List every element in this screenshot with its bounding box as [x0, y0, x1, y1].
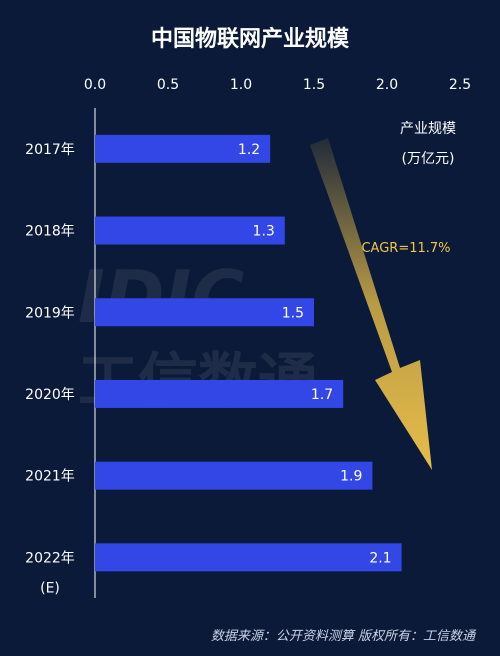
chart-title: 中国物联网产业规模	[151, 26, 350, 52]
x-tick-label: 1.5	[303, 77, 325, 93]
unit-label-line1: 产业规模	[400, 121, 456, 137]
category-label: 2021年	[25, 469, 75, 485]
category-label: 2022年(E)	[25, 550, 75, 596]
category-label: 2020年	[25, 387, 75, 403]
bar-value-label: 1.2	[238, 142, 260, 158]
bar-value-label: 1.7	[311, 387, 333, 403]
value-labels: 1.2 1.3 1.5 1.7 1.9 2.1	[238, 142, 392, 566]
x-tick-label: 2.5	[449, 77, 471, 93]
bar	[95, 298, 314, 327]
x-tick-label: 2.0	[376, 77, 398, 93]
bars	[95, 134, 402, 572]
x-tick-label: 0.0	[84, 77, 106, 93]
bar	[95, 216, 285, 245]
bar-value-label: 1.3	[253, 224, 275, 240]
category-label: 2017年	[25, 142, 75, 158]
category-label: 2018年	[25, 224, 75, 240]
x-tick-labels: 0.0 0.5 1.0 1.5 2.0 2.5	[84, 77, 471, 93]
x-tick-label: 0.5	[157, 77, 179, 93]
bar	[95, 379, 344, 408]
trend-arrow-icon	[310, 138, 432, 470]
unit-label-line2: (万亿元)	[402, 151, 455, 167]
svg-text:IDIC: IDIC	[78, 255, 244, 339]
x-tick-label: 1.0	[230, 77, 252, 93]
bar	[95, 134, 271, 163]
cagr-annotation: CAGR=11.7%	[361, 241, 450, 256]
category-labels: 2017年 2018年 2019年 2020年 2021年 2022年(E)	[25, 142, 75, 596]
bar	[95, 543, 402, 572]
source-note: 数据来源：公开资料测算 版权所有：工信数通	[211, 629, 477, 644]
bar-value-label: 2.1	[369, 550, 391, 566]
bar-value-label: 1.9	[340, 469, 362, 485]
category-label: 2019年	[25, 305, 75, 321]
bar	[95, 461, 373, 490]
bar-value-label: 1.5	[282, 305, 304, 321]
